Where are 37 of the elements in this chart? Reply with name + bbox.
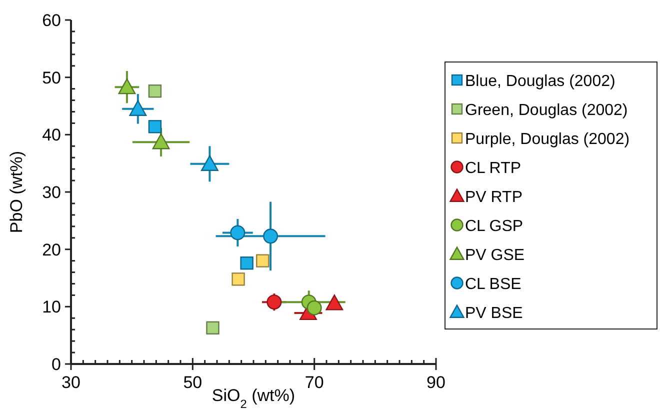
point bbox=[230, 225, 246, 240]
point bbox=[240, 256, 254, 270]
legend-label: CL RTP bbox=[465, 160, 522, 177]
y-tick-label: 60 bbox=[42, 10, 61, 30]
y-tick-label: 50 bbox=[42, 68, 61, 88]
point bbox=[232, 272, 245, 286]
point bbox=[148, 84, 162, 98]
point bbox=[256, 254, 270, 268]
x-tick-label: 50 bbox=[183, 373, 202, 392]
legend-label: PV BSE bbox=[465, 305, 523, 322]
legend-label: CL GSP bbox=[465, 218, 524, 235]
y-axis-title: PbO (wt%) bbox=[7, 150, 26, 234]
point bbox=[206, 321, 220, 334]
point bbox=[266, 294, 282, 310]
x-tick-label: 90 bbox=[426, 373, 446, 392]
point bbox=[152, 133, 170, 150]
x-tick-label: 70 bbox=[304, 373, 324, 392]
point bbox=[118, 78, 136, 94]
x-axis-title: SiO$_{2}$ (wt%) bbox=[212, 386, 296, 411]
legend-label: PV RTP bbox=[465, 189, 522, 206]
point bbox=[263, 228, 278, 244]
legend-label: PV GSE bbox=[465, 247, 525, 264]
legend-label: Green, Douglas (2002) bbox=[465, 102, 628, 119]
y-tick-label: 40 bbox=[42, 126, 61, 145]
legend-label: CL BSE bbox=[465, 276, 522, 293]
legend-label: Purple, Douglas (2002) bbox=[465, 131, 630, 148]
y-tick-label: 10 bbox=[42, 298, 61, 317]
point bbox=[306, 300, 322, 316]
y-tick-label: 30 bbox=[42, 182, 61, 202]
point bbox=[148, 120, 162, 134]
x-tick-label: 30 bbox=[62, 373, 80, 392]
y-tick-label: 0 bbox=[52, 354, 61, 374]
legend-label: Blue, Douglas (2002) bbox=[465, 73, 616, 90]
point bbox=[326, 294, 344, 310]
point bbox=[129, 100, 147, 116]
y-tick-label: 20 bbox=[42, 240, 61, 260]
point bbox=[201, 155, 218, 171]
